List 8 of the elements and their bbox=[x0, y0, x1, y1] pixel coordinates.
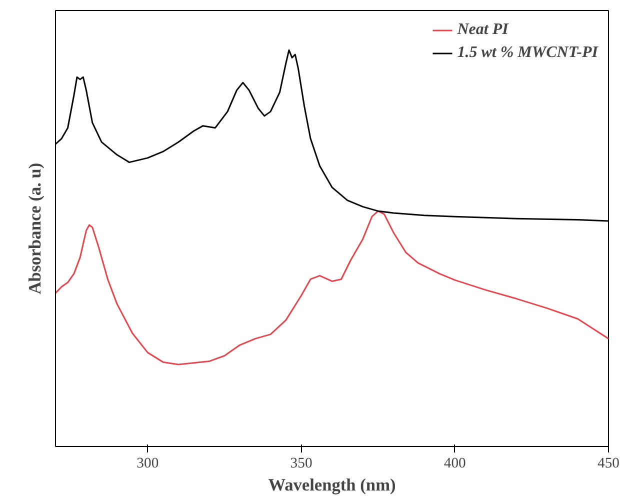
x-tick-label: 300 bbox=[136, 456, 159, 472]
x-axis-title: Wavelength (nm) bbox=[268, 476, 396, 494]
x-tick-label: 400 bbox=[444, 456, 466, 472]
x-tick-label: 450 bbox=[598, 456, 620, 472]
legend-label: 1.5 wt % MWCNT-PI bbox=[457, 44, 598, 62]
y-axis-title: Absorbance (a. u) bbox=[26, 162, 44, 294]
legend-label: Neat PI bbox=[457, 21, 508, 39]
x-tick-label: 350 bbox=[290, 456, 312, 472]
